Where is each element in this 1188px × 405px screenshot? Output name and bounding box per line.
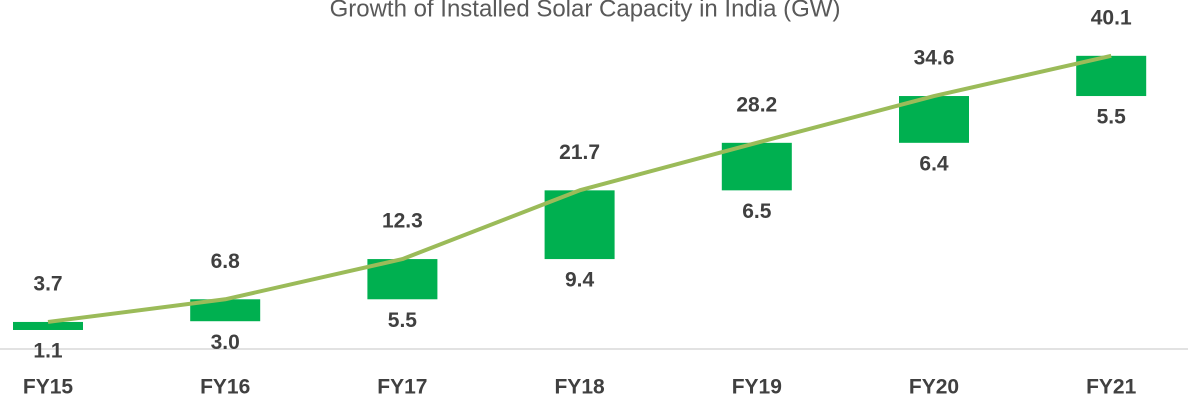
x-tick-label: FY17 <box>377 376 427 399</box>
line-value-label: 40.1 <box>1091 6 1132 29</box>
line <box>47 53 1112 324</box>
x-tick-label: FY16 <box>200 376 250 399</box>
bar-value-label: 5.5 <box>1097 106 1127 129</box>
x-tick-label: FY20 <box>909 376 959 399</box>
line-value-label: 3.7 <box>33 272 62 295</box>
line-value-label: 21.7 <box>559 141 600 164</box>
bar-value-label: 3.0 <box>211 331 240 354</box>
x-tick-label: FY21 <box>1086 376 1137 399</box>
line-value-label: 28.2 <box>736 93 777 116</box>
bar-value-label: 9.4 <box>565 269 595 292</box>
bar-value-label: 5.5 <box>388 309 418 332</box>
x-tick-label: FY18 <box>554 376 605 399</box>
x-tick-label: FY19 <box>732 376 782 399</box>
bar-value-label: 6.4 <box>919 152 949 175</box>
chart-title: Growth of Installed Solar Capacity in In… <box>330 0 841 22</box>
bar <box>544 190 615 260</box>
line-value-label: 34.6 <box>914 47 955 70</box>
bar <box>190 299 261 322</box>
x-tick-label: FY15 <box>23 376 74 399</box>
bar-value-label: 6.5 <box>742 200 772 223</box>
bar <box>13 321 83 330</box>
line-value-label: 6.8 <box>211 250 241 273</box>
bar-value-label: 1.1 <box>33 340 63 363</box>
line-value-label: 12.3 <box>382 210 423 233</box>
